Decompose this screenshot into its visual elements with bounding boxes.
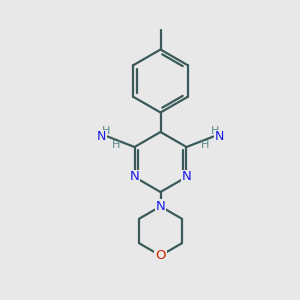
- Text: N: N: [182, 170, 191, 184]
- Text: O: O: [155, 249, 166, 262]
- Text: H: H: [102, 126, 110, 136]
- Text: N: N: [156, 200, 165, 213]
- Text: H: H: [201, 140, 209, 150]
- Text: H: H: [112, 140, 120, 150]
- Text: H: H: [211, 126, 219, 136]
- Text: N: N: [130, 170, 140, 184]
- Text: N: N: [97, 130, 106, 143]
- Text: N: N: [215, 130, 224, 143]
